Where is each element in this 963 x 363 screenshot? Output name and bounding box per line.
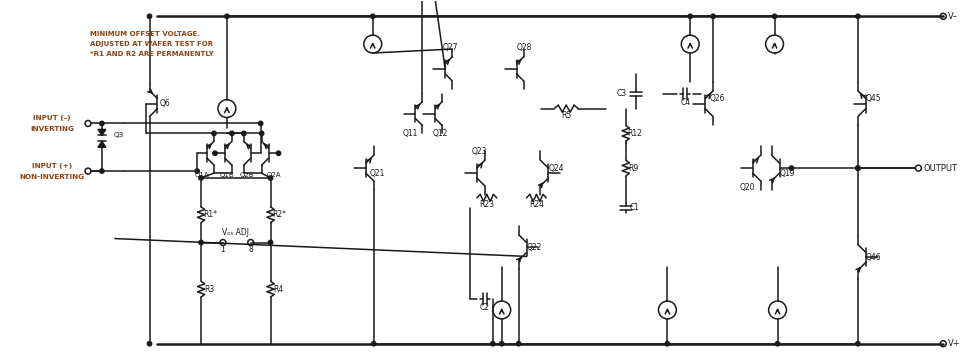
Circle shape (490, 342, 495, 346)
Text: V+: V+ (949, 339, 961, 348)
Text: Q46: Q46 (866, 253, 881, 262)
Text: V–: V– (949, 12, 958, 21)
Circle shape (856, 14, 860, 19)
Text: R1*: R1* (203, 210, 217, 219)
Circle shape (147, 14, 152, 19)
Circle shape (199, 240, 203, 245)
Text: Q19: Q19 (780, 168, 795, 178)
Text: Vₒₛ ADJ.: Vₒₛ ADJ. (222, 228, 251, 237)
Circle shape (195, 169, 199, 173)
Circle shape (856, 342, 860, 346)
Circle shape (224, 14, 229, 19)
Text: Q28: Q28 (517, 42, 533, 52)
Text: R24: R24 (529, 200, 544, 209)
Text: INPUT (+): INPUT (+) (32, 163, 72, 169)
Text: Q2B: Q2B (240, 172, 254, 178)
Text: R4: R4 (273, 285, 284, 294)
Text: OUTPUT: OUTPUT (924, 164, 957, 172)
Text: Q24: Q24 (549, 164, 564, 172)
Circle shape (371, 14, 375, 19)
Text: INVERTING: INVERTING (30, 126, 74, 132)
Circle shape (775, 342, 780, 346)
Circle shape (856, 166, 860, 170)
Circle shape (199, 176, 203, 180)
Text: Q20: Q20 (740, 183, 756, 192)
Circle shape (500, 342, 504, 346)
Text: R2*: R2* (273, 210, 286, 219)
Text: Q21: Q21 (370, 168, 385, 178)
Circle shape (711, 14, 716, 19)
Text: C2: C2 (480, 303, 490, 313)
Circle shape (242, 131, 246, 135)
Text: NON-INVERTING: NON-INVERTING (19, 174, 85, 180)
Text: Q3: Q3 (114, 132, 124, 138)
Text: INPUT (–): INPUT (–) (34, 115, 71, 122)
Text: Q45: Q45 (866, 94, 881, 103)
Circle shape (790, 166, 794, 170)
Circle shape (665, 342, 669, 346)
Circle shape (688, 14, 692, 19)
Circle shape (856, 166, 860, 170)
Circle shape (269, 240, 273, 245)
Text: Q11: Q11 (403, 129, 418, 138)
Text: C4: C4 (680, 98, 690, 107)
Polygon shape (98, 130, 106, 135)
Circle shape (372, 342, 376, 346)
Circle shape (212, 131, 216, 135)
Text: 8: 8 (248, 245, 253, 254)
Text: R3: R3 (204, 285, 214, 294)
Text: R5: R5 (561, 111, 571, 120)
Text: C1: C1 (630, 203, 639, 212)
Text: Q26: Q26 (710, 94, 725, 103)
Circle shape (100, 169, 104, 173)
Text: Q22: Q22 (527, 243, 542, 252)
Circle shape (100, 121, 104, 126)
Text: Q12: Q12 (432, 129, 448, 138)
Circle shape (516, 342, 521, 346)
Circle shape (259, 131, 264, 135)
Text: Q2A: Q2A (267, 172, 281, 178)
Text: Q1B: Q1B (220, 172, 234, 178)
Text: R23: R23 (480, 200, 494, 209)
Circle shape (147, 342, 152, 346)
Text: MINIMUM OFFSET VOLTAGE.: MINIMUM OFFSET VOLTAGE. (90, 31, 200, 37)
Text: Q23: Q23 (471, 147, 486, 156)
Text: Q27: Q27 (442, 42, 457, 52)
Polygon shape (98, 141, 106, 147)
Circle shape (258, 121, 263, 126)
Text: R12: R12 (627, 129, 642, 138)
Circle shape (213, 151, 218, 155)
Circle shape (230, 131, 234, 135)
Circle shape (276, 151, 280, 155)
Text: ADJUSTED AT WAFER TEST FOR: ADJUSTED AT WAFER TEST FOR (90, 41, 213, 47)
Text: 1: 1 (221, 245, 225, 254)
Text: Q6: Q6 (160, 99, 170, 108)
Text: Q1A: Q1A (195, 172, 209, 178)
Text: R9: R9 (629, 164, 638, 172)
Text: *R1 AND R2 ARE PERMANENTLY: *R1 AND R2 ARE PERMANENTLY (90, 51, 214, 57)
Circle shape (269, 176, 273, 180)
Circle shape (772, 14, 777, 19)
Text: C3: C3 (616, 89, 627, 98)
